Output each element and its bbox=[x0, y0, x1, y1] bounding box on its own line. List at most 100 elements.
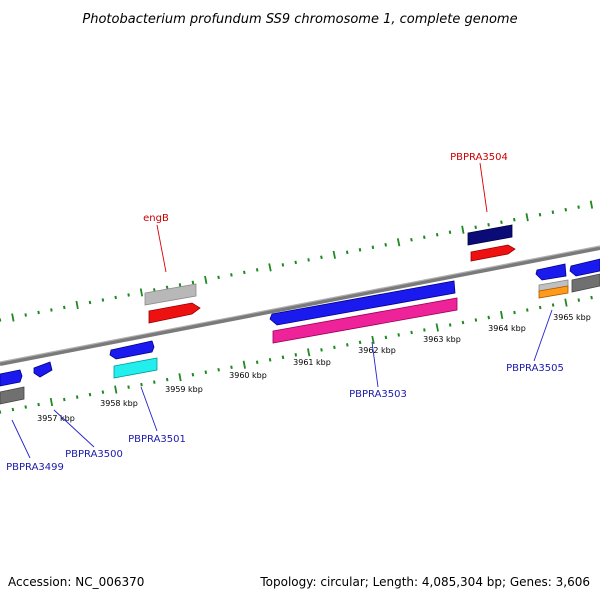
gene-feature-gray-right[interactable] bbox=[571, 273, 600, 293]
minor-tick bbox=[294, 260, 297, 265]
minor-tick bbox=[487, 315, 491, 320]
gene-label-PBPRA3505[interactable]: PBPRA3505 bbox=[506, 363, 564, 374]
minor-tick bbox=[75, 395, 79, 399]
PBPRA3503-gene[interactable] bbox=[272, 297, 458, 344]
PBPRA3501-gene-blue[interactable] bbox=[109, 340, 155, 360]
PBPRA3500-gene[interactable] bbox=[33, 361, 53, 378]
PBPRA3499-leader-line bbox=[11, 419, 31, 459]
minor-tick bbox=[37, 310, 40, 315]
minor-tick bbox=[140, 382, 143, 387]
major-tick bbox=[564, 298, 568, 307]
PBPRA3505-gene-blue[interactable] bbox=[535, 263, 567, 281]
gene-label-PBPRA3499[interactable]: PBPRA3499 bbox=[6, 462, 64, 473]
scale-label: 3957 kbp bbox=[37, 414, 75, 423]
gene-feature-navy[interactable] bbox=[467, 224, 513, 246]
major-tick bbox=[435, 323, 439, 332]
gene-labels: engB PBPRA3504 PBPRA3499 PBPRA3500 PBPRA… bbox=[6, 152, 564, 473]
minor-tick bbox=[538, 305, 542, 310]
minor-tick bbox=[88, 300, 92, 305]
gene-feature-gray-left[interactable] bbox=[0, 386, 25, 405]
gene-label-engB[interactable]: engB bbox=[143, 213, 169, 224]
major-tick bbox=[139, 288, 144, 297]
minor-tick bbox=[127, 293, 130, 297]
major-tick bbox=[11, 313, 15, 322]
minor-tick bbox=[423, 328, 426, 332]
minor-tick bbox=[448, 230, 452, 234]
PBPRA3504-gene[interactable] bbox=[470, 244, 516, 262]
minor-tick bbox=[551, 303, 555, 307]
minor-tick bbox=[255, 360, 259, 364]
major-tick bbox=[332, 250, 336, 259]
minor-tick bbox=[564, 207, 568, 212]
minor-tick bbox=[435, 233, 439, 237]
minor-tick bbox=[191, 280, 195, 285]
engB-gene[interactable] bbox=[148, 302, 201, 324]
leader-lines bbox=[11, 162, 553, 459]
chromosome-backbone-highlight bbox=[0, 245, 600, 363]
minor-tick bbox=[526, 308, 529, 312]
scale-label: 3958 kbp bbox=[100, 399, 138, 408]
minor-tick bbox=[320, 348, 323, 352]
minor-tick bbox=[37, 402, 40, 407]
scale-label: 3964 kbp bbox=[488, 324, 526, 333]
minor-tick bbox=[11, 407, 15, 412]
gene-label-PBPRA3503[interactable]: PBPRA3503 bbox=[349, 389, 407, 400]
scale-label: 3959 kbp bbox=[165, 385, 203, 394]
minor-tick bbox=[358, 248, 362, 252]
minor-tick bbox=[384, 243, 387, 247]
PBPRA3505-leader-line bbox=[533, 309, 553, 362]
PBPRA3504-leader-line bbox=[479, 162, 488, 213]
PBPRA3504-gene-group[interactable] bbox=[467, 224, 516, 262]
minor-tick bbox=[410, 237, 413, 242]
gene-feature-gray[interactable] bbox=[144, 283, 197, 306]
minor-tick bbox=[217, 367, 220, 372]
minor-tick bbox=[63, 397, 66, 402]
scale-label: 3965 kbp bbox=[553, 313, 591, 322]
gene-label-PBPRA3501[interactable]: PBPRA3501 bbox=[128, 434, 186, 445]
minor-tick bbox=[294, 353, 298, 357]
minor-tick bbox=[474, 318, 478, 322]
major-tick bbox=[307, 348, 311, 357]
major-tick bbox=[396, 238, 401, 247]
map-title: Photobacterium profundum SS9 chromosome … bbox=[82, 12, 517, 27]
minor-tick bbox=[101, 390, 105, 394]
minor-tick bbox=[307, 258, 310, 262]
major-tick bbox=[49, 397, 54, 407]
PBPRA3503-gene-blue[interactable] bbox=[269, 280, 456, 326]
engB-gene-group[interactable] bbox=[144, 283, 201, 324]
major-tick bbox=[500, 310, 504, 320]
minor-tick bbox=[538, 212, 542, 217]
minor-tick bbox=[448, 323, 452, 327]
major-tick bbox=[178, 373, 182, 382]
minor-tick bbox=[423, 235, 426, 239]
PBPRA3501-gene[interactable] bbox=[113, 357, 158, 379]
lower-gene-row bbox=[0, 258, 600, 405]
outer-tick-row bbox=[0, 200, 594, 322]
minor-tick bbox=[346, 343, 349, 347]
minor-tick bbox=[178, 283, 182, 287]
gene-label-PBPRA3504[interactable]: PBPRA3504 bbox=[450, 152, 508, 163]
major-tick bbox=[589, 200, 594, 209]
minor-tick bbox=[333, 345, 336, 350]
minor-tick bbox=[358, 340, 362, 345]
minor-tick bbox=[577, 298, 581, 302]
major-tick bbox=[268, 263, 272, 272]
minor-tick bbox=[371, 245, 375, 250]
scale-label: 3962 kbp bbox=[358, 346, 396, 355]
gene-feature-orange[interactable] bbox=[538, 285, 569, 299]
minor-tick bbox=[281, 263, 285, 267]
minor-tick bbox=[500, 220, 503, 225]
gene-label-PBPRA3500[interactable]: PBPRA3500 bbox=[65, 449, 123, 460]
minor-tick bbox=[461, 320, 465, 325]
minor-tick bbox=[63, 305, 66, 310]
minor-tick bbox=[24, 405, 27, 409]
gene-feature-blue-right[interactable] bbox=[569, 258, 600, 277]
minor-tick bbox=[230, 365, 233, 369]
major-tick bbox=[204, 275, 208, 284]
gene-feature-blue-left[interactable] bbox=[0, 369, 23, 387]
minor-tick bbox=[384, 335, 388, 340]
minor-tick bbox=[50, 308, 53, 312]
minor-tick bbox=[217, 275, 220, 280]
scale-label: 3960 kbp bbox=[229, 371, 267, 380]
